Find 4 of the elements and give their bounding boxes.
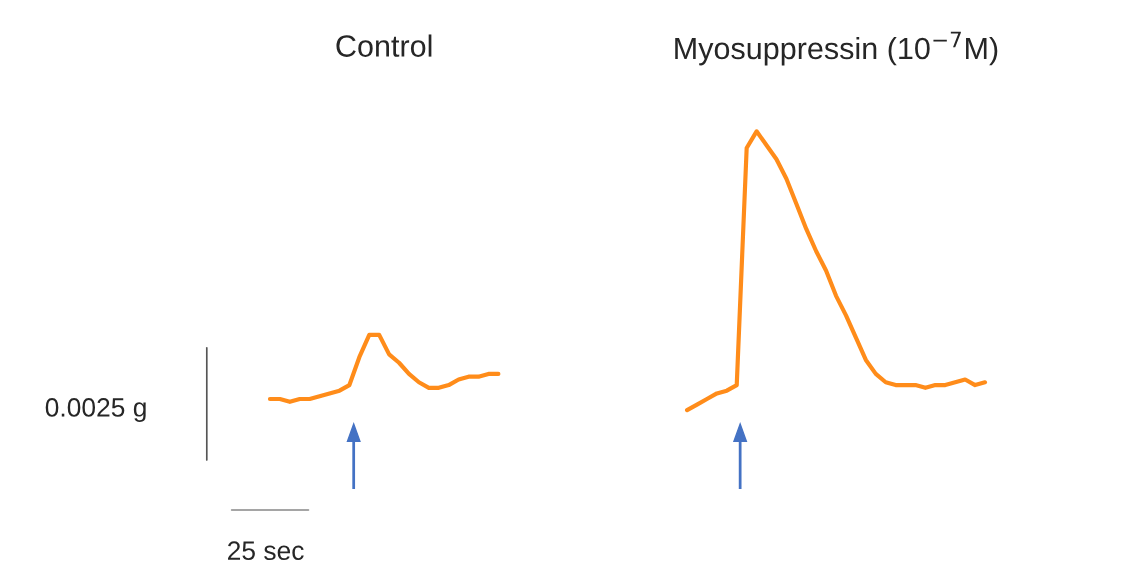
text: Myosuppressin (10$^{−7}$M)	[675, 31, 998, 66]
text: 0.0025 g	[45, 398, 146, 422]
text: 25 sec	[228, 541, 304, 561]
text: Control	[336, 34, 432, 57]
